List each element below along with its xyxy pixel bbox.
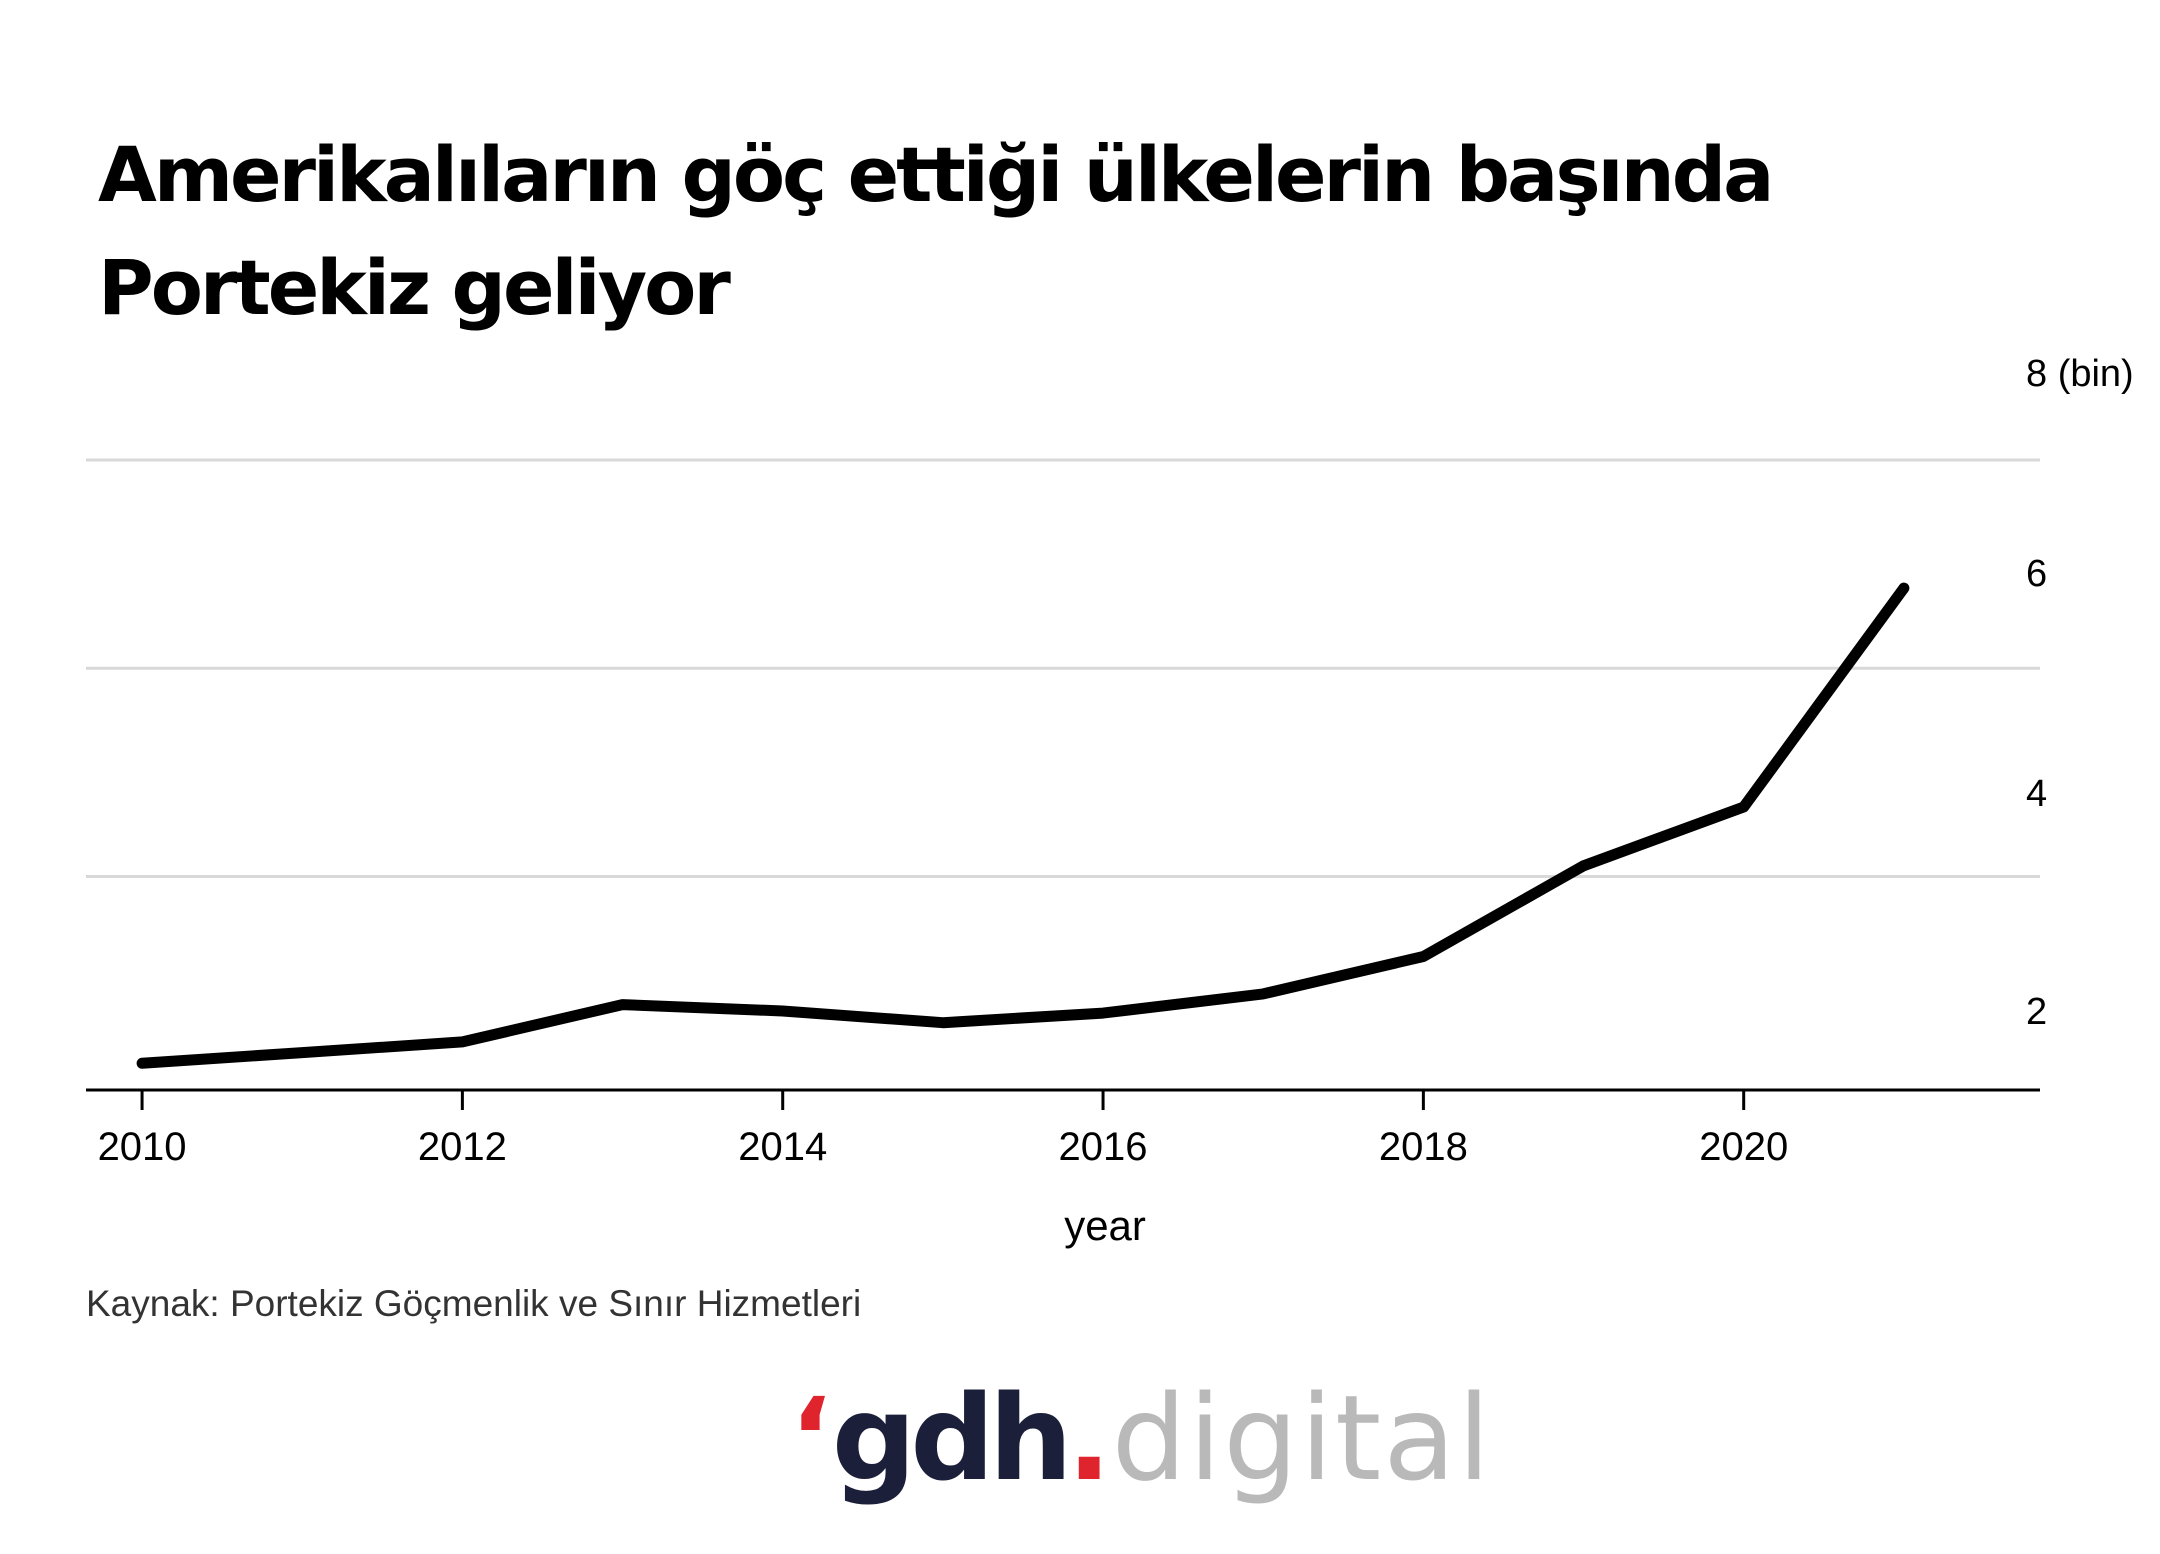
x-tick-label-2012: 2012 — [418, 1125, 507, 1169]
data-point-2011 — [301, 1051, 304, 1054]
title-line-2: Portekiz geliyor — [98, 243, 731, 332]
data-point-2010 — [141, 1062, 144, 1065]
logo-mark: ‘ — [790, 1374, 832, 1502]
data-point-2013 — [621, 1003, 624, 1006]
logo-brand: gdh — [831, 1369, 1073, 1507]
y-tick-label-4: 4 — [2026, 773, 2047, 815]
y-tick-label-6: 6 — [2026, 553, 2047, 595]
data-point-2021 — [1902, 587, 1905, 590]
data-point-2012 — [461, 1040, 464, 1043]
title-line-1: Amerikalıların göç ettiği ülkelerin başı… — [98, 130, 1774, 219]
series-line — [136, 582, 1910, 1069]
x-tick-label-2016: 2016 — [1059, 1125, 1148, 1169]
source-note: Kaynak: Portekiz Göçmenlik ve Sınır Hizm… — [86, 1283, 862, 1324]
chart-title: Amerikalıların göç ettiği ülkelerin başı… — [98, 118, 1998, 344]
x-tick-label-2020: 2020 — [1699, 1125, 1788, 1169]
x-tick-label-2010: 2010 — [98, 1125, 187, 1169]
x-tick-label-2018: 2018 — [1379, 1125, 1468, 1169]
data-point-2014 — [781, 1009, 784, 1012]
y-tick-label-8: 8 (bin) — [2026, 353, 2134, 395]
data-point-2017 — [1262, 992, 1265, 995]
x-tick-label-2014: 2014 — [738, 1125, 827, 1169]
gdh-digital-logo: ‘gdh.digital — [790, 1378, 1492, 1518]
data-point-2018 — [1422, 955, 1425, 958]
data-point-2020 — [1742, 806, 1745, 809]
logo-word: digital — [1111, 1369, 1493, 1507]
logo-dot: . — [1066, 1369, 1112, 1507]
data-point-2015 — [941, 1021, 944, 1024]
x-axis-label: year — [1064, 1202, 1146, 1249]
data-point-2016 — [1102, 1012, 1105, 1015]
y-tick-label-2: 2 — [2026, 991, 2047, 1033]
data-point-2019 — [1582, 864, 1585, 867]
